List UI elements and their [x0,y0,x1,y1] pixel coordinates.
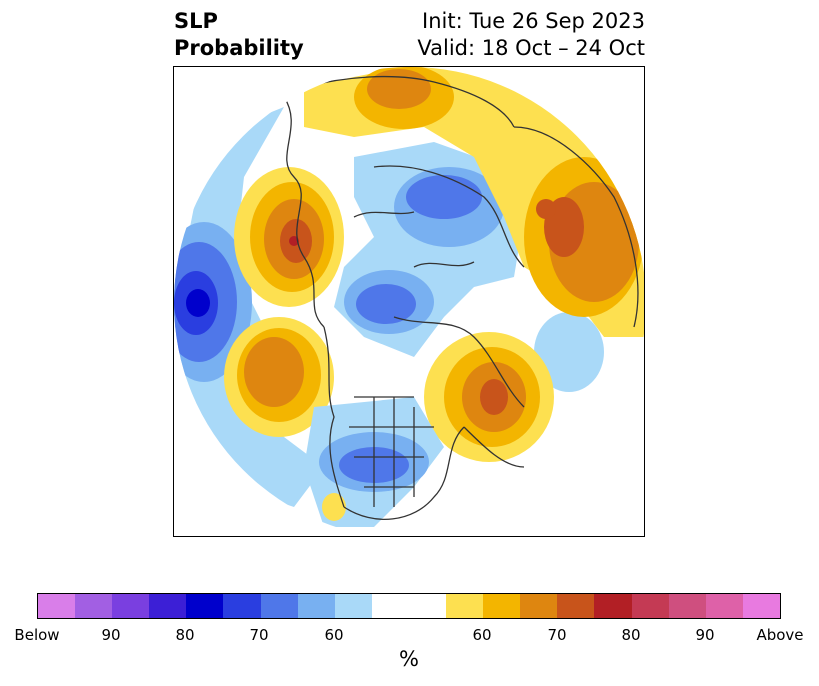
colorbar-cell [75,594,113,618]
date-info: Init: Tue 26 Sep 2023 Valid: 18 Oct – 24… [380,8,645,62]
unit-label: % [399,647,419,671]
colorbar-cell [260,594,298,618]
pacific-low-anomaly [174,107,324,507]
subtitle: Probability [174,36,304,60]
polar-map [174,67,644,536]
map-panel [173,66,645,537]
colorbar-tick-label: 80 [621,626,641,644]
atlantic-high-anomaly [424,332,554,462]
init-date: Init: Tue 26 Sep 2023 [422,9,645,33]
colorbar-cell [371,594,409,618]
valid-range: Valid: 18 Oct – 24 Oct [417,36,645,60]
chart-title: SLP Probability [174,8,304,62]
colorbar-tick-label: 90 [695,626,715,644]
colorbar-tick-label: Above [756,626,804,644]
colorbar-cell [149,594,187,618]
colorbar-cell [38,594,76,618]
arctic-low-anomaly [334,142,604,392]
colorbar-cell [705,594,743,618]
colorbar-tick-label: 60 [472,626,492,644]
colorbar-cell [446,594,484,618]
colorbar-cell [520,594,558,618]
siberia-high-anomaly [234,167,344,307]
colorbar-cell [483,594,521,618]
colorbar-cell [408,594,447,618]
colorbar-tick-label: 90 [101,626,121,644]
colorbar-cell [186,594,224,618]
colorbar-cell [334,594,372,618]
colorbar-tick-label: Below [14,626,60,644]
colorbar-cell [668,594,706,618]
colorbar-tick-label: 70 [547,626,567,644]
colorbar [37,593,781,619]
colorbar-tick-label: 60 [324,626,344,644]
colorbar-cell [112,594,150,618]
colorbar-cell [223,594,261,618]
colorbar-tick-label: 70 [249,626,269,644]
colorbar-cell [557,594,595,618]
coastlines [283,75,639,520]
colorbar-ticks: Below 90 80 70 60 60 70 80 90 Above [0,626,819,646]
colorbar-cell [742,594,780,618]
ne-pacific-high-anomaly [224,317,334,437]
colorbar-cell [297,594,335,618]
colorbar-tick-label: 80 [175,626,195,644]
variable-title: SLP [174,9,218,33]
colorbar-cell [594,594,632,618]
colorbar-cell [631,594,669,618]
